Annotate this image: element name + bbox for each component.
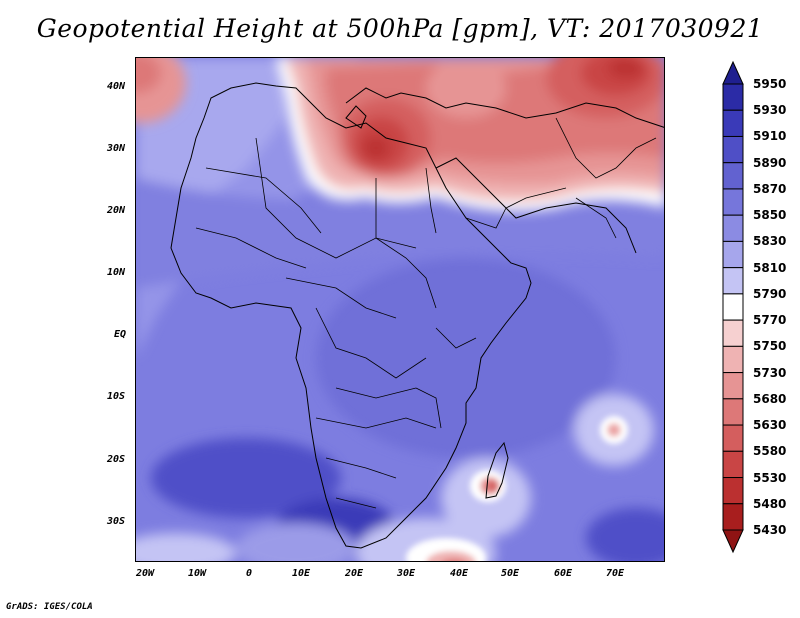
lat-label-10n: 10N bbox=[107, 267, 126, 278]
colorbar-top-arrow bbox=[722, 60, 744, 85]
lat-label-20n: 20N bbox=[107, 205, 126, 216]
colorbar-swatch bbox=[722, 267, 744, 295]
lon-label-20e: 20E bbox=[345, 568, 364, 579]
colorbar-level-label: 5730 bbox=[753, 365, 787, 380]
height-contours bbox=[136, 58, 664, 561]
colorbar-swatch bbox=[722, 135, 744, 164]
colorbar-swatch bbox=[722, 293, 744, 321]
lon-label-10e: 10E bbox=[292, 568, 311, 579]
colorbar-swatch bbox=[722, 345, 744, 374]
colorbar-swatch bbox=[722, 424, 744, 452]
colorbar-boxes bbox=[722, 60, 744, 554]
lon-label-40e: 40E bbox=[450, 568, 469, 579]
lon-label-0: 0 bbox=[246, 568, 253, 579]
credit-text: GrADS: IGES/COLA bbox=[6, 602, 93, 612]
map-plot-area bbox=[135, 57, 665, 562]
colorbar-level-label: 5680 bbox=[753, 391, 787, 406]
colorbar-level-label: 5790 bbox=[753, 286, 787, 301]
colorbar-swatch bbox=[722, 83, 744, 111]
colorbar-level-label: 5950 bbox=[753, 77, 787, 91]
asia-coastline bbox=[345, 87, 664, 128]
madagascar-coastline bbox=[485, 441, 509, 499]
colorbar-swatch bbox=[722, 398, 744, 426]
colorbar-swatch bbox=[722, 188, 744, 216]
country-borders bbox=[195, 117, 657, 509]
lat-label-10s: 10S bbox=[107, 391, 126, 402]
lat-label-40n: 40N bbox=[107, 81, 126, 92]
map-title: Geopotential Height at 500hPa [gpm], VT:… bbox=[36, 14, 764, 43]
colorbar-swatch bbox=[722, 503, 744, 531]
colorbar-swatch bbox=[722, 214, 744, 242]
colorbar-level-label: 5770 bbox=[753, 313, 787, 328]
colorbar-level-label: 5850 bbox=[753, 208, 787, 223]
arabia-coastline bbox=[435, 157, 637, 254]
colorbar-swatch bbox=[722, 372, 744, 400]
lat-label-30s: 30S bbox=[107, 516, 126, 527]
lon-label-10w: 10W bbox=[188, 568, 207, 579]
geopotential-field bbox=[136, 58, 664, 561]
lon-label-30e: 30E bbox=[397, 568, 416, 579]
colorbar-swatch bbox=[722, 450, 744, 479]
colorbar-graphic bbox=[722, 60, 744, 554]
colorbar-level-label: 5870 bbox=[753, 181, 787, 196]
colorbar-level-label: 5430 bbox=[753, 523, 787, 537]
colorbar-swatch bbox=[722, 319, 744, 347]
colorbar-level-label: 5580 bbox=[753, 444, 787, 459]
colorbar-level-label: 5910 bbox=[753, 129, 787, 144]
italy-coastline bbox=[345, 105, 367, 129]
colorbar-swatch bbox=[722, 240, 744, 269]
colorbar: 5950 5930 5910 5890 5870 5850 5830 5810 5790 5770… bbox=[722, 60, 786, 554]
lon-label-50e: 50E bbox=[501, 568, 520, 579]
colorbar-level-label: 5930 bbox=[753, 103, 787, 118]
lat-label-eq: EQ bbox=[114, 329, 127, 340]
colorbar-level-label: 5530 bbox=[753, 470, 787, 485]
colorbar-level-label: 5750 bbox=[753, 339, 787, 354]
lat-label-30n: 30N bbox=[107, 143, 126, 154]
colorbar-swatch bbox=[722, 477, 744, 505]
colorbar-level-label: 5630 bbox=[753, 418, 787, 433]
colorbar-bottom-arrow bbox=[722, 529, 744, 554]
lon-label-20w: 20W bbox=[136, 568, 155, 579]
colorbar-level-label: 5810 bbox=[753, 260, 787, 275]
colorbar-level-label: 5830 bbox=[753, 234, 787, 249]
colorbar-swatch bbox=[722, 162, 744, 190]
lon-label-60e: 60E bbox=[554, 568, 573, 579]
low-pressure-north bbox=[136, 58, 664, 212]
lat-label-20s: 20S bbox=[107, 454, 126, 465]
colorbar-level-label: 5480 bbox=[753, 496, 787, 511]
coastlines bbox=[170, 82, 664, 549]
lon-label-70e: 70E bbox=[606, 568, 625, 579]
colorbar-swatch bbox=[722, 109, 744, 137]
colorbar-level-label: 5890 bbox=[753, 155, 787, 170]
